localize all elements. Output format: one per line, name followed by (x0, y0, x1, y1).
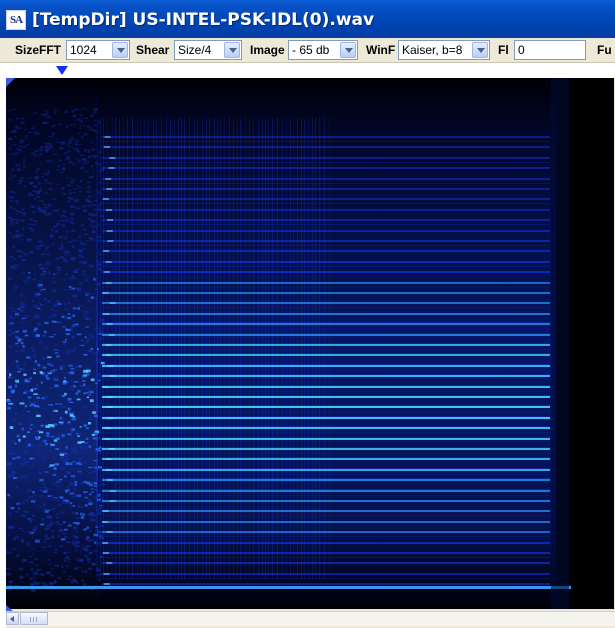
spectrogram-view[interactable] (6, 78, 614, 609)
image-value: - 65 db (292, 43, 330, 57)
chevron-down-icon[interactable] (112, 42, 128, 58)
shear-dropdown[interactable]: Size/4 (174, 40, 242, 60)
winf-dropdown[interactable]: Kaiser, b=8 (398, 40, 490, 60)
frequency-marker-icon[interactable] (56, 66, 68, 75)
winf-label: WinF (366, 43, 396, 57)
shear-label: Shear (136, 43, 170, 57)
fl-input[interactable]: 0 (514, 40, 586, 60)
fl-value: 0 (518, 43, 525, 57)
sizefft-value: 1024 (70, 43, 97, 57)
shear-value: Size/4 (178, 43, 212, 57)
spectrogram-canvas (6, 78, 614, 609)
image-dropdown[interactable]: - 65 db (288, 40, 358, 60)
fu-label: Fu (597, 43, 612, 57)
toolbar: SizeFFT 1024 Shear Size/4 Image - 65 db … (0, 38, 615, 63)
sizefft-dropdown[interactable]: 1024 (66, 40, 130, 60)
window-title: [TempDir] US-INTEL-PSK-IDL(0).wav (32, 10, 375, 30)
title-bar[interactable]: SA [TempDir] US-INTEL-PSK-IDL(0).wav (0, 0, 615, 38)
fl-label: Fl (498, 43, 509, 57)
horizontal-scrollbar[interactable] (6, 611, 615, 626)
scroll-thumb[interactable] (20, 612, 48, 625)
top-corner-marker-icon (6, 78, 15, 87)
frequency-ruler[interactable] (0, 63, 615, 78)
chevron-down-icon[interactable] (472, 42, 488, 58)
app-icon[interactable]: SA (6, 10, 26, 30)
image-label: Image (250, 43, 285, 57)
scroll-left-arrow-icon[interactable] (6, 612, 19, 625)
chevron-down-icon[interactable] (224, 42, 240, 58)
left-edge (0, 63, 6, 628)
sizefft-label: SizeFFT (15, 43, 62, 57)
bottom-corner-marker-icon (6, 605, 15, 613)
chevron-down-icon[interactable] (340, 42, 356, 58)
winf-value: Kaiser, b=8 (402, 43, 463, 57)
